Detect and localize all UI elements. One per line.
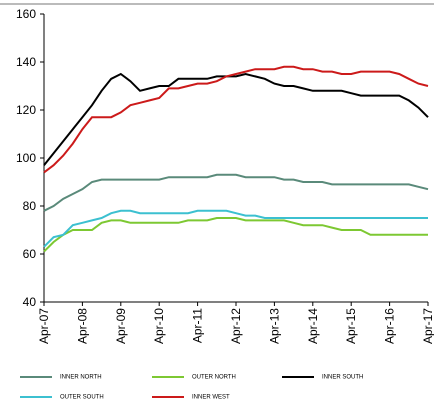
y-tick-label: 160 [16, 7, 36, 21]
x-tick-label: Apr-17 [421, 308, 434, 344]
series-line [43, 209, 428, 248]
legend-label: INNER WEST [192, 395, 230, 401]
x-tick-label: Apr-11 [191, 308, 205, 343]
y-tick-label: 140 [16, 55, 36, 69]
series-line [43, 217, 428, 253]
x-tick-label: Apr-08 [75, 308, 89, 344]
x-tick-label: Apr-09 [114, 308, 128, 344]
x-tick-label: Apr-15 [344, 308, 358, 344]
y-tick-label: 40 [23, 295, 37, 309]
legend-label: OUTER NORTH [192, 375, 236, 381]
series-line [43, 65, 429, 174]
legend-label: INNER SOUTH [322, 375, 363, 381]
x-tick-label: Apr-07 [37, 308, 51, 344]
series-line [43, 173, 429, 212]
x-tick-label: Apr-10 [152, 308, 166, 344]
x-tick-label: Apr-12 [229, 308, 243, 344]
y-tick-label: 100 [16, 151, 36, 165]
series-line [43, 72, 429, 166]
y-tick-label: 60 [23, 247, 37, 261]
x-tick-label: Apr-16 [383, 308, 397, 344]
x-tick-label: Apr-13 [267, 308, 281, 344]
legend-label: INNER NORTH [60, 375, 102, 381]
y-tick-label: 120 [16, 103, 36, 117]
legend-label: OUTER SOUTH [60, 395, 104, 401]
y-tick-label: 80 [23, 199, 37, 213]
x-tick-label: Apr-14 [306, 308, 320, 344]
